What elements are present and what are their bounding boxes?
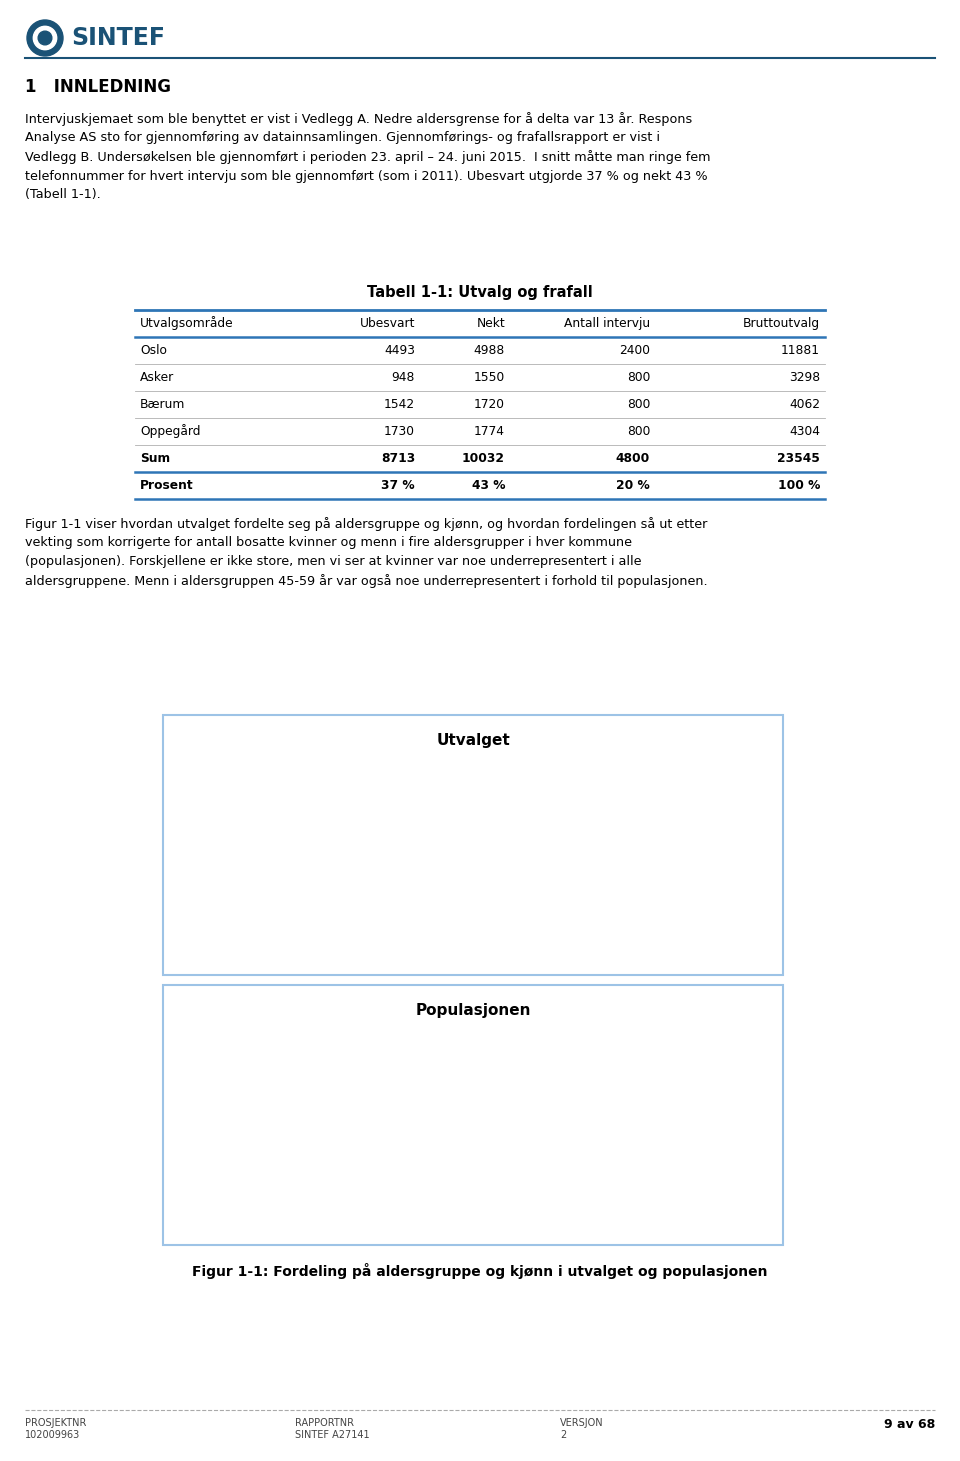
Bar	[365, 840, 431, 939]
Text: Tabell 1-1: Utvalg og frafall: Tabell 1-1: Utvalg og frafall	[367, 285, 593, 300]
Text: PROSJEKTNR
102009963: PROSJEKTNR 102009963	[25, 1419, 86, 1439]
Text: Oppegård: Oppegård	[140, 425, 201, 438]
Text: 10,7%: 10,7%	[500, 836, 537, 846]
Bar	[485, 874, 551, 939]
Legend: Kvinne, Mann: Kvinne, Mann	[713, 1100, 780, 1135]
Bar	[365, 764, 431, 840]
Text: 8713: 8713	[381, 451, 415, 465]
Bar	[485, 1137, 551, 1210]
Text: 20 %: 20 %	[616, 479, 650, 492]
Text: 2400: 2400	[619, 343, 650, 356]
Text: 11,5%: 11,5%	[500, 1096, 536, 1106]
Text: 11881: 11881	[781, 343, 820, 356]
Text: 10,7%: 10,7%	[500, 901, 537, 912]
Bar	[245, 849, 311, 939]
Text: 1720: 1720	[474, 397, 505, 411]
Text: 11,9%: 11,9%	[260, 806, 296, 817]
Text: 43 %: 43 %	[471, 479, 505, 492]
Bar	[245, 1046, 311, 1129]
Text: 100 %: 100 %	[778, 479, 820, 492]
Text: 23545: 23545	[778, 451, 820, 465]
Bar	[605, 1072, 671, 1147]
Bar	[245, 1129, 311, 1210]
Text: 11,6%: 11,6%	[620, 827, 656, 837]
Bar	[245, 774, 311, 849]
Text: 4800: 4800	[615, 451, 650, 465]
Text: 14,1%: 14,1%	[380, 1161, 417, 1172]
Text: Populasjonen: Populasjonen	[416, 1004, 531, 1018]
Text: 948: 948	[392, 371, 415, 384]
Text: Ubesvart: Ubesvart	[359, 317, 415, 330]
Text: Bruttoutvalg: Bruttoutvalg	[743, 317, 820, 330]
Text: 800: 800	[627, 397, 650, 411]
Text: Figur 1-1: Fordeling på aldersgruppe og kjønn i utvalget og populasjonen: Figur 1-1: Fordeling på aldersgruppe og …	[192, 1262, 768, 1278]
Text: 800: 800	[627, 425, 650, 438]
Text: Antall intervju: Antall intervju	[564, 317, 650, 330]
Text: Utvalgsområde: Utvalgsområde	[140, 317, 233, 330]
Text: 11,7%: 11,7%	[620, 899, 657, 909]
Text: Utvalget: Utvalget	[436, 733, 510, 748]
Text: 13,1%: 13,1%	[260, 1164, 296, 1175]
Text: Nekt: Nekt	[476, 317, 505, 330]
Text: 10032: 10032	[462, 451, 505, 465]
Text: SINTEF: SINTEF	[71, 26, 165, 50]
Bar	[485, 808, 551, 874]
Text: 1774: 1774	[474, 425, 505, 438]
Text: 4062: 4062	[789, 397, 820, 411]
Bar	[605, 796, 671, 868]
Text: 4304: 4304	[789, 425, 820, 438]
Text: 1   INNLEDNING: 1 INNLEDNING	[25, 77, 171, 96]
Text: 12,2%: 12,2%	[620, 1105, 656, 1115]
Text: Sum: Sum	[140, 451, 170, 465]
Text: 10,2%: 10,2%	[620, 1173, 656, 1183]
Bar	[365, 1040, 431, 1124]
Text: 37 %: 37 %	[381, 479, 415, 492]
Text: Asker: Asker	[140, 371, 175, 384]
Text: 9 av 68: 9 av 68	[884, 1419, 935, 1430]
Circle shape	[38, 31, 52, 45]
Text: 4493: 4493	[384, 343, 415, 356]
Bar	[605, 1147, 671, 1210]
Text: 14,9%: 14,9%	[260, 890, 296, 899]
Text: 1542: 1542	[384, 397, 415, 411]
Bar	[365, 1124, 431, 1210]
Text: RAPPORTNR
SINTEF A27141: RAPPORTNR SINTEF A27141	[295, 1419, 370, 1439]
Text: Oslo: Oslo	[140, 343, 167, 356]
Text: 11,9%: 11,9%	[500, 1169, 536, 1179]
Text: 16,1%: 16,1%	[380, 885, 416, 896]
Text: 13,4%: 13,4%	[260, 1083, 297, 1093]
Legend: Kvinne, Mann: Kvinne, Mann	[713, 830, 780, 865]
Text: 1730: 1730	[384, 425, 415, 438]
Text: VERSJON
2: VERSJON 2	[560, 1419, 604, 1439]
Bar	[163, 985, 783, 1245]
Text: Bærum: Bærum	[140, 397, 185, 411]
Text: 800: 800	[627, 371, 650, 384]
Circle shape	[34, 26, 57, 50]
Text: 12,5%: 12,5%	[380, 798, 416, 806]
Bar	[163, 714, 783, 974]
Text: Figur 1-1 viser hvordan utvalget fordelte seg på aldersgruppe og kjønn, og hvord: Figur 1-1 viser hvordan utvalget fordelt…	[25, 517, 708, 587]
Text: 1550: 1550	[473, 371, 505, 384]
Text: 13,5%: 13,5%	[380, 1077, 416, 1087]
Text: Intervjuskjemaet som ble benyttet er vist i Vedlegg A. Nedre aldersgrense for å : Intervjuskjemaet som ble benyttet er vis…	[25, 112, 710, 202]
Bar	[605, 868, 671, 939]
Text: Prosent: Prosent	[140, 479, 194, 492]
Text: 3298: 3298	[789, 371, 820, 384]
Circle shape	[27, 20, 63, 56]
Text: 4988: 4988	[473, 343, 505, 356]
Bar	[485, 1065, 551, 1137]
